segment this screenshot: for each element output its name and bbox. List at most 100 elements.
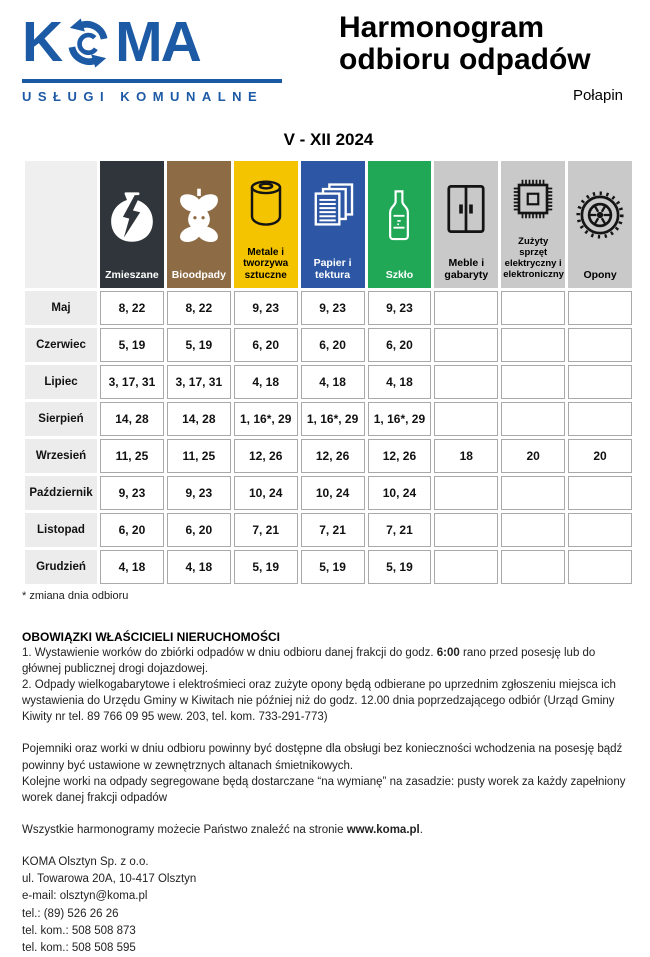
schedule-dates-cell: 5, 19 <box>166 328 231 362</box>
column-header-opony: Opony <box>568 161 632 288</box>
schedule-dates-cell: 5, 19 <box>300 550 365 584</box>
schedule-dates-cell: 1, 16*, 29 <box>233 402 298 436</box>
schedule-dates-cell <box>501 550 566 584</box>
schedule-dates-cell <box>568 402 632 436</box>
schedule-dates-cell: 4, 18 <box>166 550 231 584</box>
schedule-dates-cell: 1, 16*, 29 <box>300 402 365 436</box>
schedule-dates-cell <box>434 550 499 584</box>
company-address: ul. Towarowa 20A, 10-417 Olsztyn <box>22 873 197 886</box>
schedule-dates-cell <box>434 291 499 325</box>
column-header-row: Zmieszane Bioodpady <box>25 161 632 288</box>
schedule-dates-cell <box>568 291 632 325</box>
obligation-item-1: 1. Wystawienie worków do zbiórki odpadów… <box>22 645 635 677</box>
document-header: K MA USŁUGI KOMUNALNE <box>22 10 635 104</box>
title-block: Harmonogram odbioru odpadów Połapin <box>339 10 635 104</box>
can-icon <box>234 161 298 247</box>
obligation-item-2: 2. Odpady wielkogabarytowe i elektrośmie… <box>22 679 616 724</box>
contact-block: KOMA Olsztyn Sp. z o.o. ul. Towarowa 20A… <box>22 854 635 957</box>
apple-core-icon <box>167 161 231 269</box>
schedule-dates-cell: 3, 17, 31 <box>166 365 231 399</box>
column-header-szklo: Szkło <box>367 161 432 288</box>
logo-letters-ma: MA <box>115 10 202 74</box>
schedule-dates-cell: 5, 19 <box>233 550 298 584</box>
corner-cell <box>25 161 97 288</box>
website-url: www.koma.pl <box>346 823 420 836</box>
location-label: Połapin <box>572 86 623 104</box>
wardrobe-icon <box>434 161 498 257</box>
schedule-dates-cell: 20 <box>568 439 632 473</box>
title-line-2: odbioru odpadów <box>339 43 591 77</box>
schedule-dates-cell <box>501 476 566 510</box>
page-title: Harmonogram odbioru odpadów <box>339 11 635 77</box>
koma-logo: K MA USŁUGI KOMUNALNE <box>22 10 282 104</box>
schedule-dates-cell: 11, 25 <box>100 439 164 473</box>
schedule-dates-cell: 5, 19 <box>367 550 432 584</box>
logo-tagline: USŁUGI KOMUNALNE <box>22 89 264 104</box>
column-label: Metale i tworzywa sztuczne <box>243 246 289 281</box>
schedule-dates-cell: 3, 17, 31 <box>100 365 164 399</box>
table-row: Maj 8, 22 8, 22 9, 23 9, 23 9, 23 <box>25 291 632 325</box>
mixed-waste-pot-icon <box>100 161 164 269</box>
schedule-dates-cell: 7, 21 <box>367 513 432 547</box>
schedule-dates-cell: 10, 24 <box>233 476 298 510</box>
column-label: Bioodpady <box>171 268 226 281</box>
schedule-dates-cell: 6, 20 <box>233 328 298 362</box>
website-note-period: . <box>419 823 423 836</box>
schedule-dates-cell: 10, 24 <box>367 476 432 510</box>
schedule-dates-cell: 6, 20 <box>100 513 164 547</box>
schedule-dates-cell: 9, 23 <box>367 291 432 325</box>
schedule-dates-cell <box>501 328 566 362</box>
logo-wordmark: K MA <box>22 14 282 71</box>
schedule-dates-cell: 8, 22 <box>166 291 231 325</box>
schedule-dates-cell: 10, 24 <box>300 476 365 510</box>
table-row: Czerwiec 5, 19 5, 19 6, 20 6, 20 6, 20 <box>25 328 632 362</box>
schedule-dates-cell <box>501 291 566 325</box>
month-label: Maj <box>25 291 97 325</box>
month-label: Czerwiec <box>25 328 97 362</box>
schedule-dates-cell: 9, 23 <box>300 291 365 325</box>
schedule-dates-cell: 14, 28 <box>166 402 231 436</box>
schedule-dates-cell <box>568 476 632 510</box>
table-row: Grudzień 4, 18 4, 18 5, 19 5, 19 5, 19 <box>25 550 632 584</box>
schedule-dates-cell: 4, 18 <box>300 365 365 399</box>
table-row: Wrzesień 11, 25 11, 25 12, 26 12, 26 12, 26 18… <box>25 439 632 473</box>
schedule-dates-cell <box>568 550 632 584</box>
company-name: KOMA Olsztyn Sp. z o.o. <box>22 855 149 868</box>
obligations-section: OBOWIĄZKI WŁAŚCICIELI NIERUCHOMOŚCI 1. W… <box>22 630 635 725</box>
table-row: Październik 9, 23 9, 23 10, 24 10, 24 10, 24 <box>25 476 632 510</box>
table-row: Sierpień 14, 28 14, 28 1, 16*, 29 1, 16*, 29… <box>25 402 632 436</box>
bags-text: Kolejne worki na odpady segregowane będą… <box>22 775 626 804</box>
schedule-dates-cell: 6, 20 <box>300 328 365 362</box>
schedule-dates-cell <box>501 402 566 436</box>
obligation-item-1-time: 6:00 <box>436 647 460 659</box>
schedule-dates-cell <box>501 365 566 399</box>
schedule-dates-cell: 5, 19 <box>100 328 164 362</box>
schedule-dates-cell: 9, 23 <box>233 291 298 325</box>
schedule-dates-cell: 18 <box>434 439 499 473</box>
schedule-dates-cell: 6, 20 <box>367 328 432 362</box>
schedule-dates-cell: 11, 25 <box>166 439 231 473</box>
schedule-dates-cell <box>568 328 632 362</box>
schedule-dates-cell: 4, 18 <box>100 550 164 584</box>
schedule-dates-cell: 4, 18 <box>367 365 432 399</box>
schedule-dates-cell <box>434 513 499 547</box>
schedule-dates-cell: 12, 26 <box>300 439 365 473</box>
period-heading: V - XII 2024 <box>283 130 374 149</box>
schedule-dates-cell <box>501 513 566 547</box>
company-phone: tel.: (89) 526 26 26 <box>22 907 119 920</box>
schedule-dates-cell: 6, 20 <box>166 513 231 547</box>
column-header-zmieszane: Zmieszane <box>100 161 164 288</box>
company-email: e-mail: olsztyn@koma.pl <box>22 890 148 903</box>
website-note-text: Wszystkie harmonogramy możecie Państwo z… <box>22 823 347 836</box>
month-label: Grudzień <box>25 550 97 584</box>
schedule-dates-cell: 20 <box>501 439 566 473</box>
obligation-item-1-text: 1. Wystawienie worków do zbiórki odpadów… <box>22 647 437 659</box>
column-header-metale: Metale i tworzywa sztuczne <box>233 161 298 288</box>
schedule-dates-cell: 4, 18 <box>233 365 298 399</box>
column-label: Zużyty sprzęt elektryczny i elektroniczn… <box>503 236 564 281</box>
schedule-dates-cell: 1, 16*, 29 <box>367 402 432 436</box>
schedule-dates-cell: 12, 26 <box>233 439 298 473</box>
month-label: Listopad <box>25 513 97 547</box>
company-mobile-1: tel. kom.: 508 508 873 <box>22 924 136 937</box>
column-header-bioodpady: Bioodpady <box>166 161 231 288</box>
